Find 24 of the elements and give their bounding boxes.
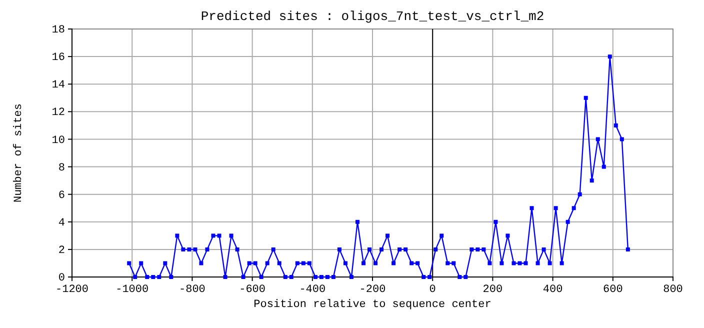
- y-tick-label: 14: [52, 80, 66, 92]
- y-tick-label: 16: [52, 52, 65, 64]
- y-tick-label: 0: [58, 272, 65, 285]
- x-tick-label: -1000: [116, 284, 149, 296]
- chart-title: Predicted sites : oligos_7nt_test_vs_ctrl_m2: [200, 9, 544, 24]
- y-tick-label: 18: [52, 24, 65, 37]
- x-tick-label: -200: [359, 284, 386, 296]
- x-tick-label: -400: [299, 284, 326, 296]
- x-tick-label: 200: [482, 284, 503, 296]
- y-tick-label: 6: [58, 190, 65, 202]
- y-tick-label: 4: [58, 217, 66, 230]
- x-tick-label: 0: [429, 284, 436, 296]
- y-tick-label: 12: [52, 107, 65, 120]
- y-tick-label: 2: [58, 244, 65, 257]
- y-tick-label: 8: [58, 162, 65, 174]
- x-tick-label: -1200: [55, 284, 89, 296]
- x-tick-label: 800: [663, 284, 683, 296]
- x-tick-label: -800: [178, 284, 206, 296]
- x-tick-label: 400: [542, 284, 563, 296]
- x-tick-label: 600: [602, 284, 623, 296]
- x-tick-label: -600: [239, 284, 266, 296]
- y-tick-label: 10: [52, 134, 65, 147]
- y-axis-title: Number of sites: [13, 103, 25, 203]
- x-axis-title: Position relative to sequence center: [254, 299, 492, 311]
